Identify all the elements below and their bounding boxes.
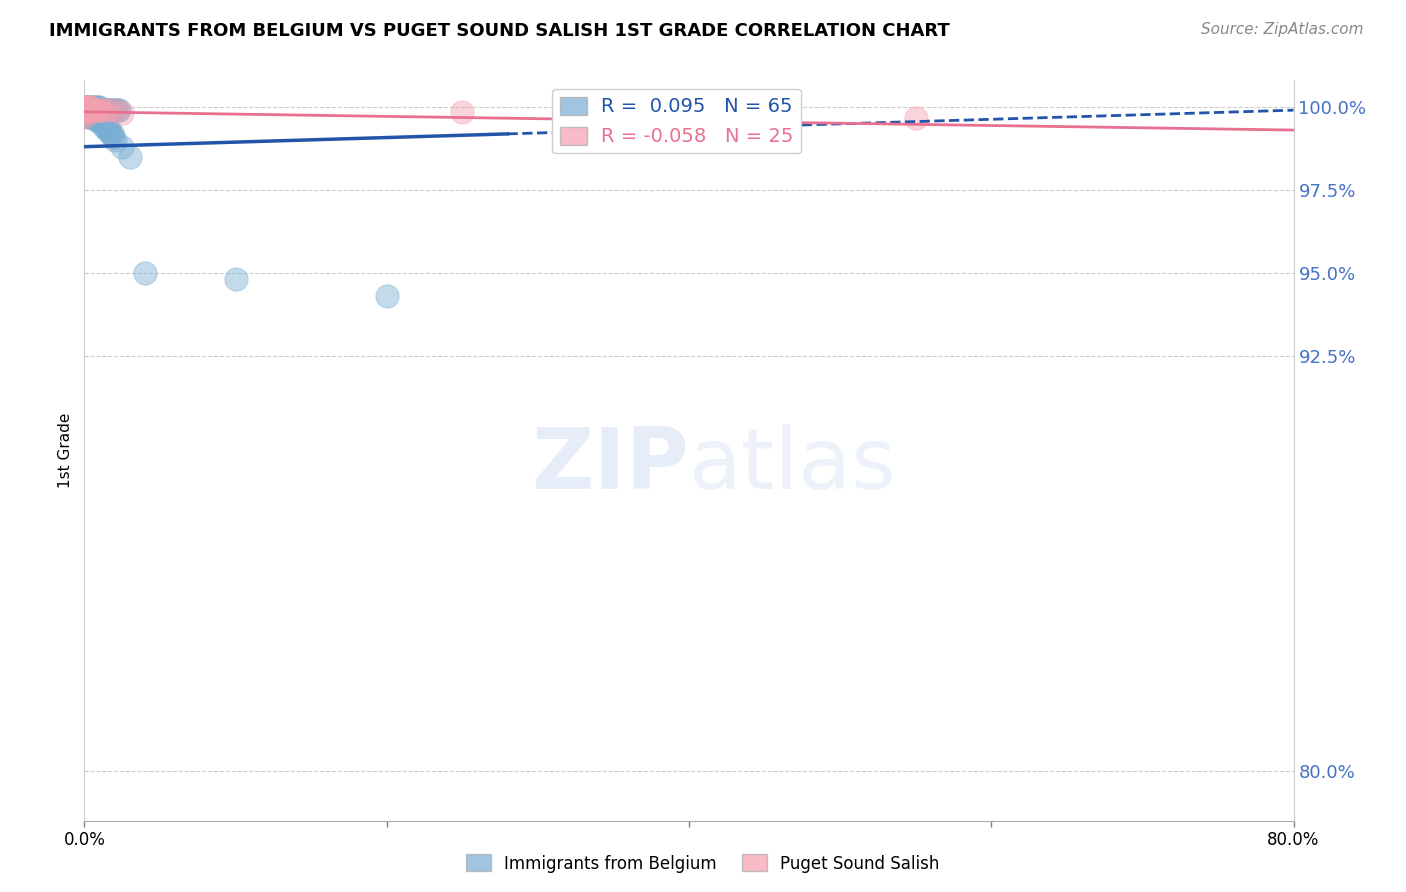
Point: [97, 103, 120, 117]
Point: [104, 103, 127, 117]
Point: [94, 103, 117, 117]
Point: [98, 103, 121, 117]
Point: [76, 100, 98, 114]
Point: [93, 120, 115, 134]
Point: [80, 100, 103, 114]
Point: [108, 103, 131, 117]
Point: [73, 100, 96, 114]
Point: [77, 103, 100, 117]
Point: [91, 116, 114, 130]
Point: [225, 272, 247, 286]
Point: [73, 103, 96, 117]
Point: [89, 103, 111, 117]
Point: [82, 110, 104, 124]
Point: [118, 150, 141, 164]
Point: [73, 103, 96, 117]
Point: [73, 110, 96, 124]
Point: [77, 100, 100, 114]
Text: atlas: atlas: [689, 424, 897, 507]
Point: [75, 106, 97, 120]
Point: [73, 100, 96, 114]
Point: [73, 106, 96, 120]
Point: [79, 110, 101, 124]
Text: IMMIGRANTS FROM BELGIUM VS PUGET SOUND SALISH 1ST GRADE CORRELATION CHART: IMMIGRANTS FROM BELGIUM VS PUGET SOUND S…: [49, 22, 950, 40]
Point: [105, 103, 128, 117]
Point: [104, 103, 127, 117]
Point: [86, 100, 108, 114]
Point: [82, 103, 104, 117]
Point: [84, 103, 107, 117]
Point: [97, 123, 120, 137]
Point: [84, 103, 107, 117]
Point: [77, 103, 100, 117]
Point: [101, 129, 124, 144]
Point: [73, 100, 96, 114]
Legend: R =  0.095   N = 65, R = -0.058   N = 25: R = 0.095 N = 65, R = -0.058 N = 25: [553, 89, 801, 153]
Point: [94, 120, 117, 134]
Point: [76, 106, 98, 120]
Point: [89, 103, 111, 117]
Point: [80, 110, 103, 124]
Point: [98, 127, 121, 141]
Point: [73, 106, 96, 120]
Point: [91, 103, 114, 117]
Point: [100, 127, 122, 141]
Point: [84, 110, 107, 124]
Point: [111, 106, 134, 120]
Legend: Immigrants from Belgium, Puget Sound Salish: Immigrants from Belgium, Puget Sound Sal…: [460, 847, 946, 880]
Point: [111, 139, 134, 153]
Point: [73, 100, 96, 114]
Point: [375, 289, 398, 303]
Point: [79, 103, 101, 117]
Point: [104, 133, 127, 147]
Point: [904, 112, 927, 126]
Text: ZIP: ZIP: [531, 424, 689, 507]
Point: [93, 103, 115, 117]
Point: [101, 103, 124, 117]
Point: [77, 100, 100, 114]
Point: [91, 103, 114, 117]
Point: [77, 110, 100, 124]
Point: [79, 100, 101, 114]
Point: [89, 113, 111, 128]
Point: [96, 123, 118, 137]
Point: [76, 103, 98, 117]
Point: [73, 106, 96, 120]
Point: [87, 103, 110, 117]
Point: [451, 104, 474, 119]
Point: [75, 103, 97, 117]
Text: Source: ZipAtlas.com: Source: ZipAtlas.com: [1201, 22, 1364, 37]
Point: [86, 103, 108, 117]
Point: [76, 100, 98, 114]
Point: [107, 103, 129, 117]
Point: [79, 100, 101, 114]
Point: [90, 116, 112, 130]
Point: [82, 100, 104, 114]
Point: [73, 103, 96, 117]
Point: [73, 103, 96, 117]
Point: [90, 103, 112, 117]
Point: [96, 103, 118, 117]
Point: [84, 100, 107, 114]
Point: [87, 113, 110, 128]
Point: [89, 100, 111, 114]
Point: [80, 103, 103, 117]
Point: [75, 103, 97, 117]
Point: [73, 103, 96, 117]
Point: [100, 103, 122, 117]
Point: [80, 103, 103, 117]
Point: [73, 100, 96, 114]
Point: [87, 100, 110, 114]
Point: [73, 106, 96, 120]
Point: [86, 113, 108, 128]
Point: [134, 266, 156, 280]
Point: [75, 100, 97, 114]
Y-axis label: 1st Grade: 1st Grade: [58, 413, 73, 488]
Point: [73, 103, 96, 117]
Point: [75, 100, 97, 114]
Point: [76, 103, 98, 117]
Point: [96, 103, 118, 117]
